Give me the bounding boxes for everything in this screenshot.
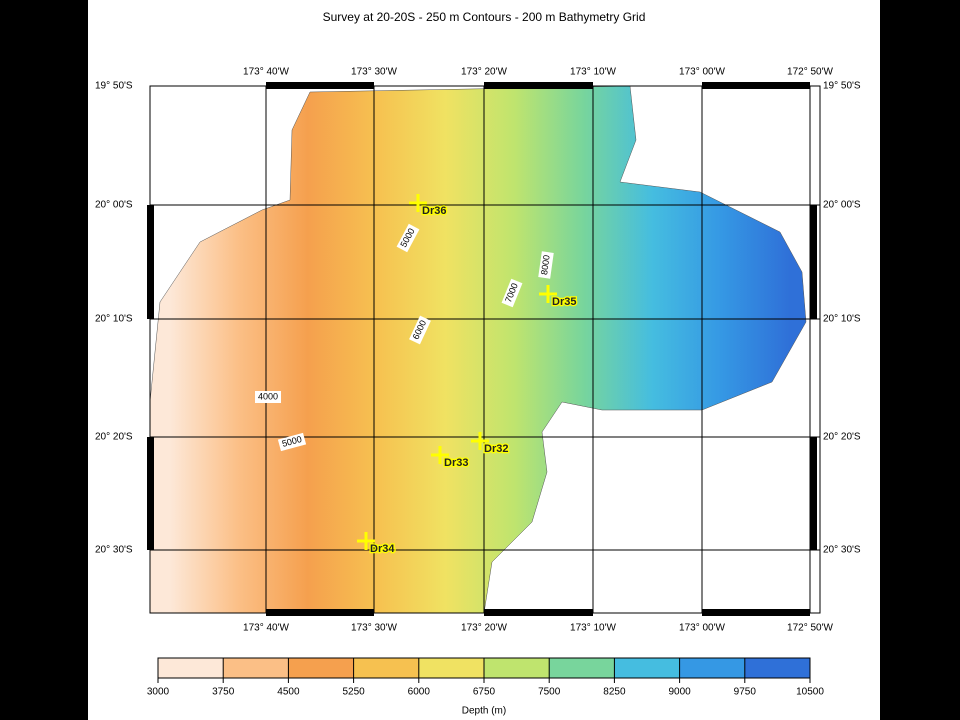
colorbar-label: Depth (m) [462,706,506,717]
lat-label-left: 20° 20'S [95,432,133,443]
station-marker [539,285,557,303]
lat-label-right: 19° 50'S [823,81,861,92]
contour-label: 8000 [539,254,552,275]
lon-label-top: 173° 10'W [570,67,616,78]
frame-bar [810,205,817,319]
colorbar-segment [223,658,289,678]
lon-label-top: 172° 50'W [787,67,833,78]
colorbar-segment [158,658,224,678]
colorbar-tick-label: 6750 [473,687,496,698]
lat-label-right: 20° 10'S [823,314,861,325]
lon-label-bottom: 173° 00'W [679,623,725,634]
station-label: Dr32 [484,443,508,455]
colorbar-tick-label: 4500 [277,687,300,698]
contour-label-bg [409,315,431,345]
colorbar-segment [353,658,419,678]
lon-label-top: 173° 20'W [461,67,507,78]
contour-label-bg [396,223,420,253]
colorbar-tick-label: 9750 [734,687,757,698]
lon-label-top: 173° 00'W [679,67,725,78]
lat-label-left: 20° 30'S [95,545,133,556]
colorbar-segment [418,658,484,678]
colorbar-tick-label: 3750 [212,687,235,698]
station-label: Dr34 [370,543,395,555]
frame-bar [810,437,817,550]
colorbar-segment [288,658,354,678]
colorbar-segment [549,658,615,678]
lat-label-right: 20° 30'S [823,545,861,556]
station-marker [431,446,449,464]
lon-label-bottom: 173° 30'W [351,623,397,634]
contour-label-bg [538,251,554,279]
colorbar-tick-label: 9000 [668,687,691,698]
colorbar-segment [614,658,680,678]
lon-label-top: 173° 30'W [351,67,397,78]
station-label: Dr33 [444,457,468,469]
lat-label-right: 20° 20'S [823,432,861,443]
station-label: Dr36 [422,205,446,217]
lat-label-left: 19° 50'S [95,81,133,92]
lon-label-bottom: 173° 40'W [243,623,289,634]
station-marker [357,532,375,550]
lon-label-top: 173° 40'W [243,67,289,78]
contour-label: 4000 [258,391,278,401]
lon-label-bottom: 173° 20'W [461,623,507,634]
station-marker [409,194,427,212]
frame-outline [149,85,821,614]
contour-label-bg [255,391,281,403]
colorbar-tick-label: 3000 [147,687,170,698]
lat-label-left: 20° 00'S [95,200,133,211]
lon-label-bottom: 173° 10'W [570,623,616,634]
colorbar-tick-label: 5250 [342,687,365,698]
station-marker [471,432,489,450]
colorbar-tick-label: 10500 [796,687,824,698]
station-label: Dr35 [552,296,576,308]
contour-label-bg [277,432,307,452]
contour-label-bg [501,278,523,308]
colorbar-tick-label: 7500 [538,687,561,698]
colorbar-segment [744,658,810,678]
lat-label-right: 20° 00'S [823,200,861,211]
map-title: Survey at 20-20S - 250 m Contours - 200 … [323,10,646,24]
colorbar-tick-label: 8250 [603,687,626,698]
colorbar-segment [679,658,745,678]
lon-label-bottom: 172° 50'W [787,623,833,634]
lat-label-left: 20° 10'S [95,314,133,325]
colorbar-segment [484,658,550,678]
colorbar-tick-label: 6000 [408,687,431,698]
